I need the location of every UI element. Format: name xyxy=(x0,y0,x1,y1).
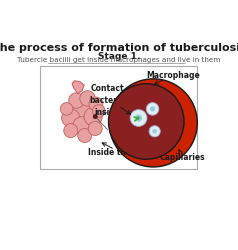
Circle shape xyxy=(136,116,140,120)
Circle shape xyxy=(149,126,160,137)
Text: Capillaries: Capillaries xyxy=(160,153,205,162)
Circle shape xyxy=(78,128,92,142)
Circle shape xyxy=(64,124,78,138)
Circle shape xyxy=(70,98,92,120)
FancyBboxPatch shape xyxy=(40,66,197,169)
Text: Inside the alveoli: Inside the alveoli xyxy=(88,148,163,158)
Text: Stage 1.: Stage 1. xyxy=(98,52,140,60)
Circle shape xyxy=(109,79,197,167)
Circle shape xyxy=(60,102,73,115)
Circle shape xyxy=(150,106,155,112)
Text: Tubercle bacilli get inside macrophages and live in them: Tubercle bacilli get inside macrophages … xyxy=(17,57,221,63)
Text: Contact
bacteria
inside: Contact bacteria inside xyxy=(90,84,126,117)
Circle shape xyxy=(130,110,147,126)
Circle shape xyxy=(80,91,95,106)
Circle shape xyxy=(135,114,142,121)
Polygon shape xyxy=(72,81,84,94)
Circle shape xyxy=(89,97,103,111)
Circle shape xyxy=(84,108,102,126)
Circle shape xyxy=(73,116,91,135)
Circle shape xyxy=(62,109,80,127)
Text: The process of formation of tuberculosis: The process of formation of tuberculosis xyxy=(0,43,238,53)
Circle shape xyxy=(69,93,84,108)
Circle shape xyxy=(92,105,105,117)
Circle shape xyxy=(146,102,159,115)
Text: Macrophage: Macrophage xyxy=(146,71,200,80)
Circle shape xyxy=(109,84,184,159)
Circle shape xyxy=(93,114,97,119)
Circle shape xyxy=(88,122,102,136)
Circle shape xyxy=(152,129,157,134)
